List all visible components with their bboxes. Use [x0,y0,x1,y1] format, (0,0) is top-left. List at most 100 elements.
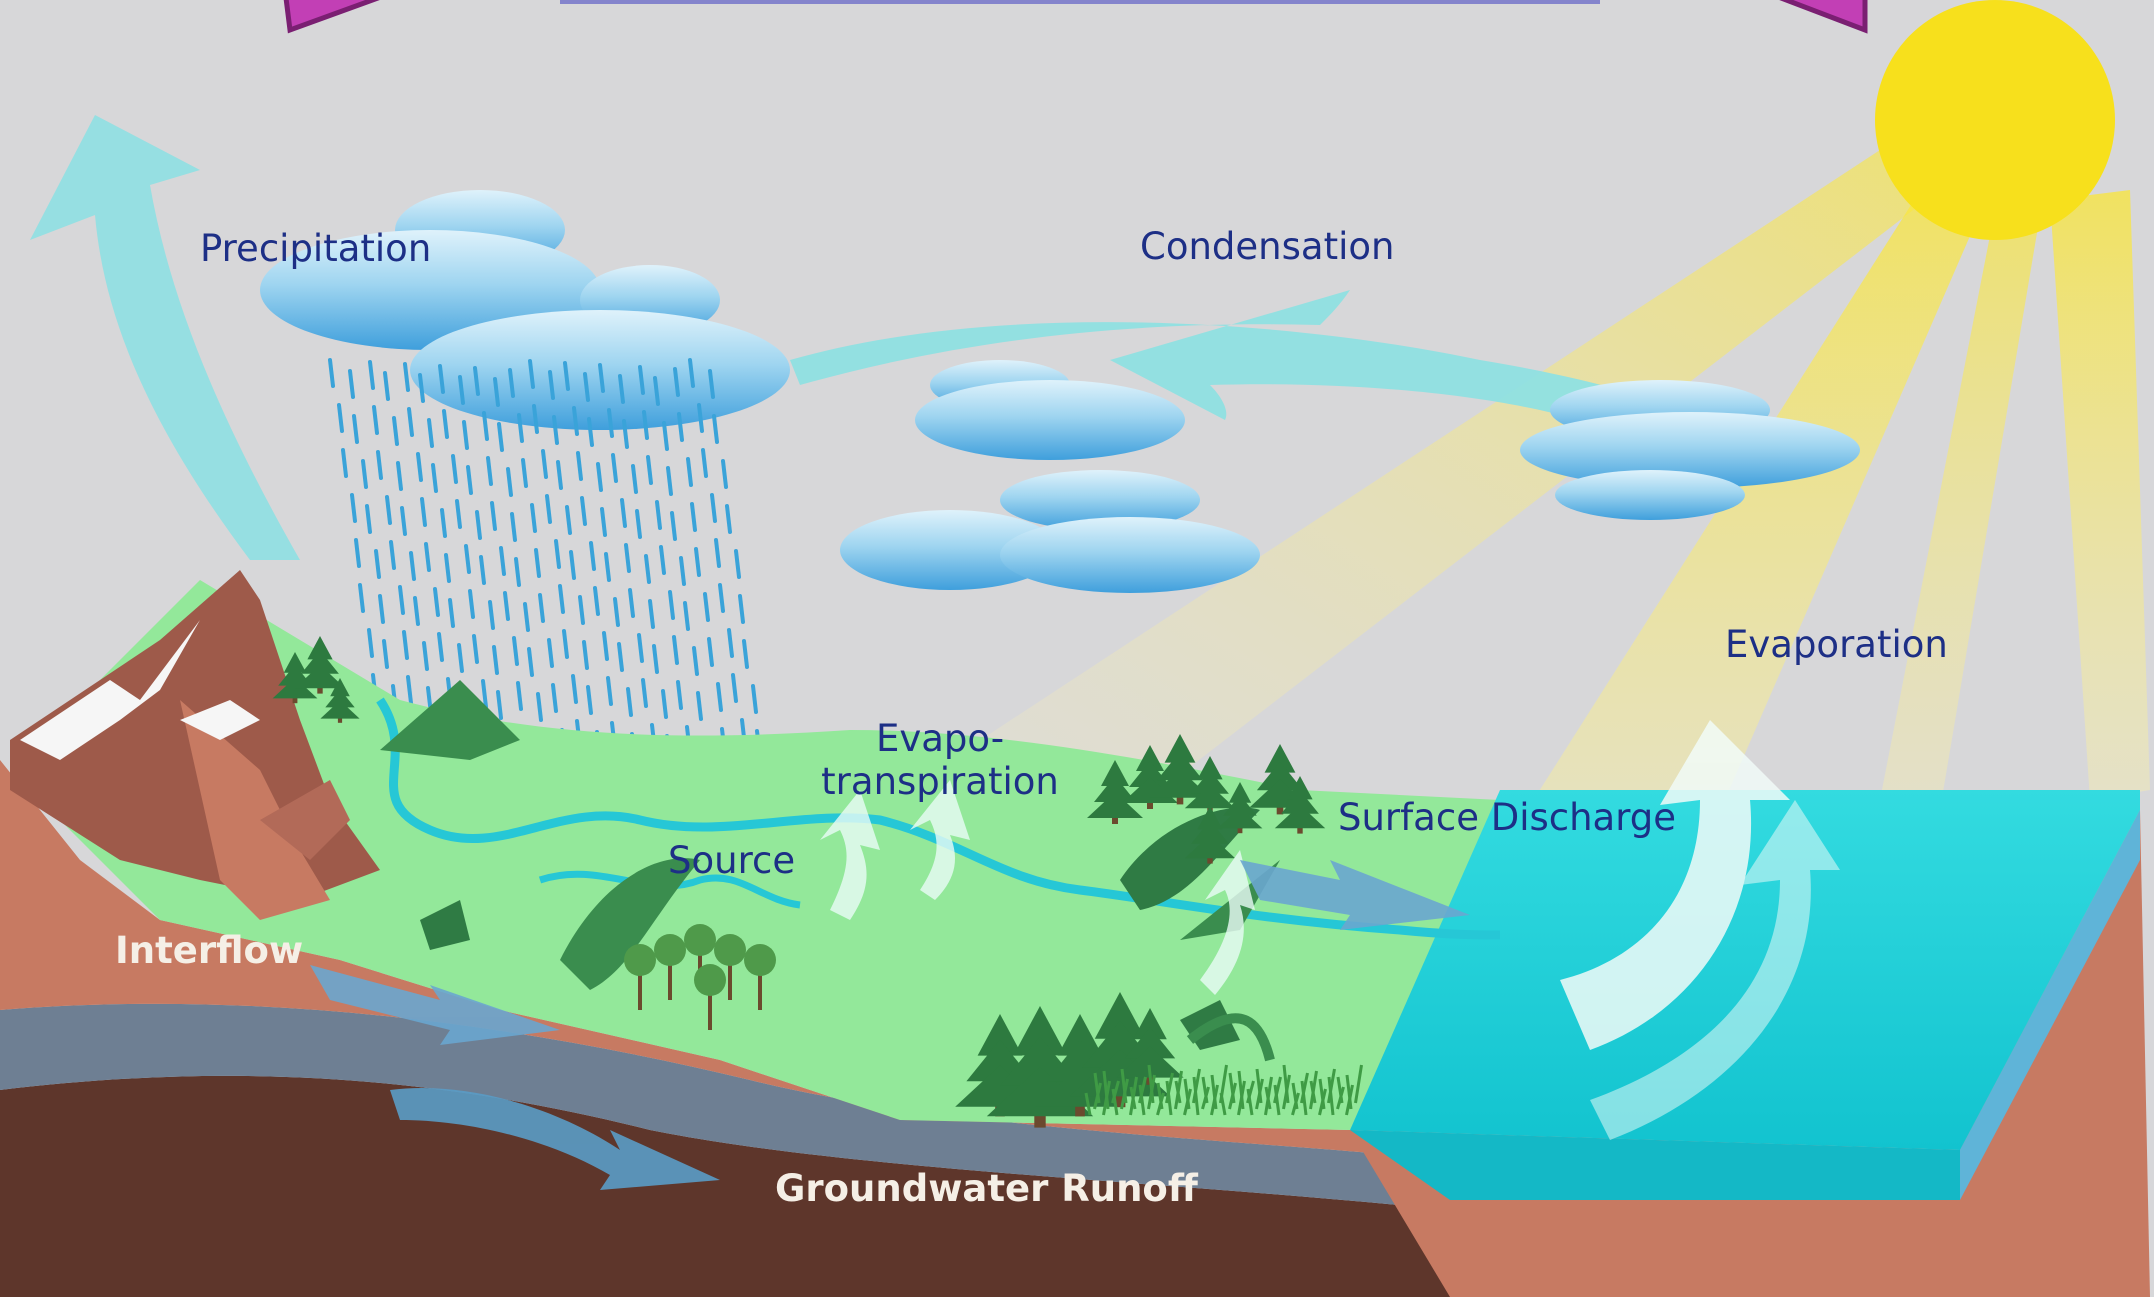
raindrop [402,630,409,660]
interflow-label: Interflow [115,929,304,972]
raindrop [662,421,669,451]
reed [1129,1086,1137,1110]
raindrop [716,682,723,712]
cloud-icon [915,360,1185,460]
raindrop [721,459,728,489]
raindrop [606,676,613,706]
raindrop [508,368,515,398]
tree-icon [272,636,1326,1128]
raindrop [517,413,524,443]
raindrop [655,500,662,530]
raindrop [653,376,660,406]
raindrop [406,675,413,705]
raindrop [444,553,451,583]
raindrop [496,690,503,720]
raindrop [400,506,407,536]
raindrop [398,585,405,615]
precipitation-arrow-icon [30,115,300,560]
raindrop [545,494,552,524]
raindrop [637,633,644,663]
raindrop [697,403,704,433]
raindrop [694,547,701,577]
reed [1246,1088,1254,1116]
reed [1201,1076,1209,1104]
evaporation-arrow-icon [1560,720,1840,1140]
raindrop [538,593,545,623]
raindrop [686,457,693,487]
raindrop [628,588,635,618]
raindrop [600,507,607,537]
reed [1084,1092,1092,1116]
mountain-icon [10,570,380,920]
palm-tree [714,934,746,1000]
raindrop [416,452,423,482]
raindrop [725,504,732,534]
reed [1291,1082,1299,1110]
groundwater-runoff-label: Groundwater Runoff [775,1167,1198,1210]
evapotranspiration-line1: Evapo- [875,717,1005,760]
raindrop [442,409,449,439]
raindrop [457,643,464,673]
raindrop [455,499,462,529]
raindrop [361,459,368,489]
raindrop [641,678,648,708]
reed [1309,1080,1317,1104]
raindrop [458,375,465,405]
raindrop [527,647,534,677]
reed [1156,1082,1164,1110]
raindrop [569,550,576,580]
raindrop [676,680,683,710]
raindrop [523,602,530,632]
sun-beams [950,150,2150,900]
raindrop [751,684,758,714]
raindrop [552,415,559,445]
raindrop [413,596,420,626]
raindrop [407,407,414,437]
evapotranspiration-line2: transpiration [821,759,1059,803]
raindrop [433,587,440,617]
raindrop [506,467,513,497]
raindrop [596,462,603,492]
tree [320,678,360,723]
raindrop [554,539,561,569]
flow-arrow-icon [310,860,1470,1190]
sun-icon [1875,0,2115,240]
raindrop [409,551,416,581]
raindrop [565,505,572,535]
raindrop [464,544,471,574]
condensation-label: Condensation [1140,225,1395,268]
raindrop [562,629,569,659]
raindrop [644,554,651,584]
raindrop [707,637,714,667]
raindrop [328,358,335,388]
raindrop [488,600,495,630]
raindrop [626,687,633,717]
raindrop [673,367,680,397]
raindrop [586,685,593,715]
raindrop [661,689,668,719]
raindrop [352,414,359,444]
raindrop [602,631,609,661]
reed [1327,1068,1336,1104]
raindrop [382,639,389,669]
reed [1336,1076,1344,1104]
raindrop [427,418,434,448]
reed [1165,1080,1173,1116]
raindrop [659,545,666,575]
raindrop [422,641,429,671]
raindrop [666,466,673,496]
raindrop [703,592,710,622]
raindrop [437,632,444,662]
tree [294,636,346,694]
palm-tree [654,934,686,1000]
raindrop [372,405,379,435]
raindrop [482,411,489,441]
raindrop [512,636,519,666]
raindrop [350,493,357,523]
raindrop [620,498,627,528]
raindrop [580,496,587,526]
raindrop [690,502,697,532]
raindrop [358,583,365,613]
raindrop [576,451,583,481]
reed [1255,1068,1263,1104]
